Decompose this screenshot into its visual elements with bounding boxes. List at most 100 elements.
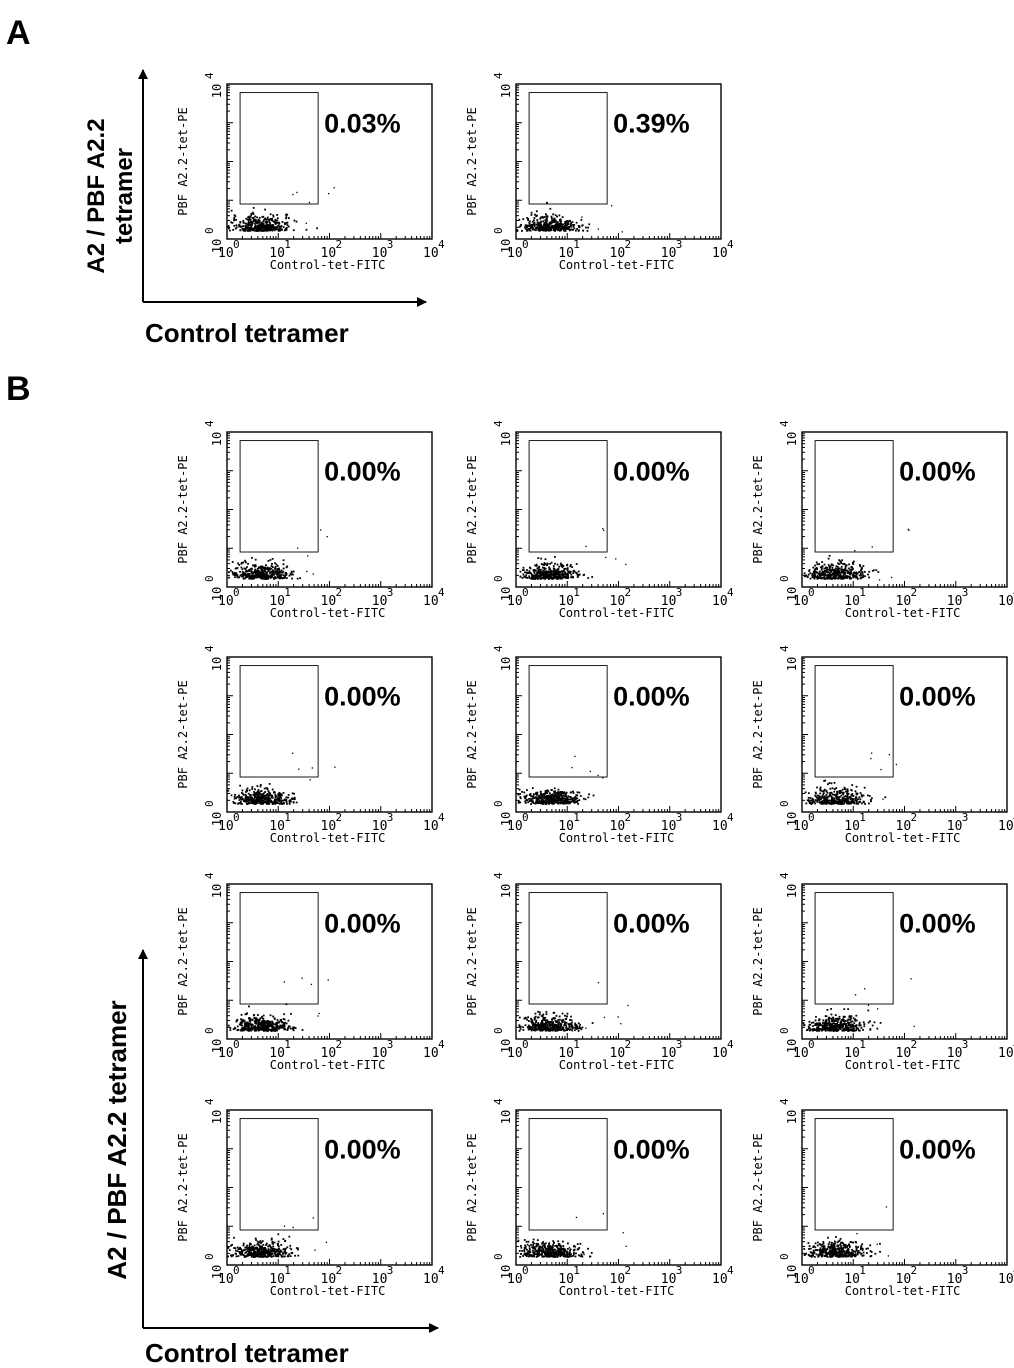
event-dot [256,785,259,787]
event-dot [274,1026,276,1029]
event-dot [274,1029,276,1032]
event-dot [529,792,532,795]
event-dot [258,226,260,229]
event-dot [263,577,266,580]
event-dot [571,1026,574,1029]
event-dot [317,1015,319,1017]
y-tick-label-base: 10 [499,587,513,601]
event-dot [568,1029,571,1031]
event-dot [274,793,277,796]
event-dot [546,571,549,573]
y-axis-label: PBF A2.2-tet-PE [176,107,190,215]
event-dot [535,210,538,213]
y-axis-label: PBF A2.2-tet-PE [465,680,479,788]
event-dot [266,227,269,230]
event-dot [283,1024,286,1027]
event-dot [267,569,270,572]
event-dot [538,225,541,228]
event-dot [274,227,277,230]
event-dot [583,573,586,576]
event-dot [277,796,279,799]
event-dot [245,575,248,578]
event-dot [240,1020,243,1023]
event-dot [529,225,532,227]
event-dot [542,569,545,572]
event-dot [271,563,273,565]
event-dot [537,1023,540,1026]
event-dot [861,567,863,569]
event-dot [557,793,560,796]
event-dot [552,803,555,805]
event-dot [293,792,295,795]
event-dot [285,213,288,216]
event-dot [275,228,278,231]
event-dot [861,576,863,579]
event-dot [573,1026,576,1029]
event-dot [245,788,248,791]
event-dot [532,802,535,804]
event-dot [531,1025,534,1028]
event-dot [561,795,564,798]
event-dot [602,528,604,530]
event-dot [249,1018,252,1020]
event-dot [286,224,289,226]
event-dot [246,573,249,575]
event-dot [828,565,831,568]
event-dot [248,568,251,571]
event-dot [271,573,274,576]
event-dot [254,571,256,574]
event-dot [544,801,547,803]
event-dot [551,1022,554,1024]
event-dot [817,797,820,800]
event-dot [252,572,255,574]
event-dot [540,1022,542,1025]
event-dot [868,576,870,579]
event-dot [277,576,280,578]
event-dot [246,787,249,790]
event-dot [269,792,272,795]
event-dot [249,796,252,799]
event-dot [841,799,843,802]
event-dot [236,574,239,577]
event-dot [543,568,546,571]
event-dot [864,803,867,805]
event-dot [279,229,282,232]
event-dot [564,230,567,232]
event-dot [528,566,531,569]
x-tick-label-base: 10 [610,594,626,609]
event-dot [572,790,574,793]
event-dot [243,1025,246,1028]
event-dot [275,563,278,566]
event-dot [275,577,277,580]
event-dot [546,798,549,801]
event-dot [256,230,259,232]
event-dot [536,219,539,221]
event-dot [266,1020,269,1022]
event-dot [577,802,580,805]
y-tick-label: 0 [778,1027,791,1034]
event-dot [806,575,809,578]
event-dot [264,794,267,797]
event-dot [546,573,548,575]
event-dot [538,796,541,798]
event-dot [566,796,569,799]
event-dot [278,577,281,580]
event-dot [235,1019,238,1022]
event-dot [260,799,263,802]
x-tick-label: 0 [522,1038,529,1051]
event-dot [812,574,815,577]
event-dot [275,1022,278,1024]
event-dot [232,573,235,576]
event-dot [524,1024,527,1027]
event-dot [257,799,260,802]
event-dot [267,224,270,227]
event-dot [844,567,847,570]
event-dot [283,1013,286,1016]
event-dot [577,1022,580,1025]
event-dot [265,571,268,574]
y-tick-label: 4 [203,420,216,427]
event-dot [875,569,878,572]
event-dot [269,1014,272,1017]
event-dot [264,218,267,221]
event-dot [826,799,829,802]
